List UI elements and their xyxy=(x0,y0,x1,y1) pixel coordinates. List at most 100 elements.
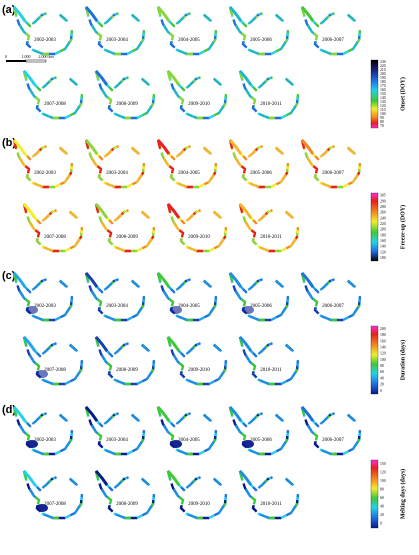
peninsula xyxy=(22,70,37,86)
peninsula xyxy=(156,272,171,288)
colorbar-tick-label: 160 xyxy=(380,88,386,92)
colorbar-tick-label: 180 xyxy=(380,80,386,84)
coast-melt xyxy=(300,406,362,456)
panel-label: (d) xyxy=(2,404,16,416)
peninsula xyxy=(166,336,181,352)
colorbar-tick-label: 160 xyxy=(380,339,386,343)
peninsula xyxy=(228,406,243,422)
colorbar-tick-label: 190 xyxy=(380,76,386,80)
peninsula xyxy=(300,139,315,155)
antarctica-map xyxy=(94,470,156,520)
ice-shelf-patch xyxy=(36,504,48,512)
antarctica-map xyxy=(12,272,74,322)
colorbar-tick-label: 260 xyxy=(380,211,386,215)
antarctica-map xyxy=(166,470,228,520)
colorbar-tick-label: 180 xyxy=(380,333,386,337)
colorbar-title: Melting days (days) xyxy=(399,469,406,519)
antarctica-map xyxy=(238,470,300,520)
colorbar-tick-label: 60 xyxy=(380,370,384,374)
panel: (b) 2002-2003 2003-2004 2004-2005 2005-2006 2… xyxy=(2,137,406,262)
peninsula xyxy=(12,272,27,288)
antarctica-map xyxy=(84,406,146,456)
year-label: 2003-2004 xyxy=(106,38,128,43)
antarctica-map xyxy=(22,336,84,386)
colorbar-tick-label: 60 xyxy=(380,496,384,500)
coast-melt xyxy=(94,470,156,520)
peninsula xyxy=(238,203,253,219)
year-label: 2010-2011 xyxy=(260,502,282,507)
colorbar-tick-label: 220 xyxy=(380,222,386,226)
antarctica-map xyxy=(12,406,74,456)
peninsula xyxy=(84,406,99,422)
coast-melt xyxy=(156,139,218,189)
peninsula xyxy=(94,336,109,352)
peninsula xyxy=(84,272,99,288)
ice-shelf-patch xyxy=(170,306,182,314)
coast-melt xyxy=(84,6,146,56)
coast-melt xyxy=(156,272,218,322)
ice-shelf-patch xyxy=(170,440,182,448)
colorbar-tick-label: 0 xyxy=(380,522,382,526)
year-label: 2008-2009 xyxy=(116,102,138,107)
colorbar-tick-label: 120 xyxy=(380,250,386,254)
coast-melt xyxy=(166,203,228,253)
colorbar-tick-label: 40 xyxy=(380,376,384,380)
year-label: 2005-2006 xyxy=(250,438,272,443)
peninsula xyxy=(156,139,171,155)
year-label: 2006-2007 xyxy=(322,171,344,176)
antarctica-map xyxy=(22,70,84,120)
colorbar xyxy=(370,325,379,395)
colorbar-tick-label: 160 xyxy=(380,239,386,243)
antarctica-map xyxy=(300,139,362,189)
year-label: 2002-2003 xyxy=(34,304,56,309)
year-label: 2004-2005 xyxy=(178,171,200,176)
peninsula xyxy=(12,406,27,422)
coast-melt xyxy=(238,336,300,386)
coast-melt xyxy=(12,406,74,456)
antarctica-map xyxy=(238,70,300,120)
colorbar-tick-label: 305 xyxy=(380,194,386,198)
colorbar-tick-label: 120 xyxy=(380,471,386,475)
panel: (d) 2002-2003 2003-2004 2004-2005 2005-2006 2… xyxy=(2,404,406,529)
year-label: 2007-2008 xyxy=(44,368,66,373)
antarctica-map xyxy=(156,272,218,322)
colorbar-tick-label: 210 xyxy=(380,68,386,72)
coast-melt xyxy=(228,406,290,456)
coast-melt xyxy=(228,139,290,189)
year-label: 2007-2008 xyxy=(44,502,66,507)
ice-shelf-patch xyxy=(26,306,38,314)
peninsula xyxy=(12,6,27,22)
peninsula xyxy=(22,203,37,219)
peninsula xyxy=(238,336,253,352)
year-label: 2009-2010 xyxy=(188,502,210,507)
antarctica-map xyxy=(238,203,300,253)
antarctica-map xyxy=(228,139,290,189)
colorbar-tick-label: 100 xyxy=(380,256,386,260)
coast-melt xyxy=(94,203,156,253)
scale-label: 0 xyxy=(5,54,7,59)
coast-melt xyxy=(22,70,84,120)
peninsula xyxy=(156,406,171,422)
coast-melt xyxy=(22,336,84,386)
coast-melt xyxy=(300,139,362,189)
colorbar-title: Duration (days) xyxy=(399,340,406,381)
year-label: 2005-2006 xyxy=(250,38,272,43)
coast-melt xyxy=(12,139,74,189)
antarctica-map xyxy=(12,6,74,56)
year-label: 2004-2005 xyxy=(178,438,200,443)
peninsula xyxy=(300,406,315,422)
coast-melt xyxy=(228,6,290,56)
year-label: 2010-2011 xyxy=(260,102,282,107)
antarctica-map xyxy=(228,6,290,56)
colorbar xyxy=(370,59,379,129)
antarctica-map xyxy=(300,406,362,456)
coast-melt xyxy=(238,470,300,520)
coast-melt xyxy=(300,272,362,322)
colorbar-tick-label: 20 xyxy=(380,383,384,387)
colorbar-tick-label: 130 xyxy=(380,100,386,104)
antarctica-map xyxy=(156,6,218,56)
peninsula xyxy=(156,6,171,22)
colorbar-tick-label: 200 xyxy=(380,72,386,76)
coast-melt xyxy=(166,70,228,120)
